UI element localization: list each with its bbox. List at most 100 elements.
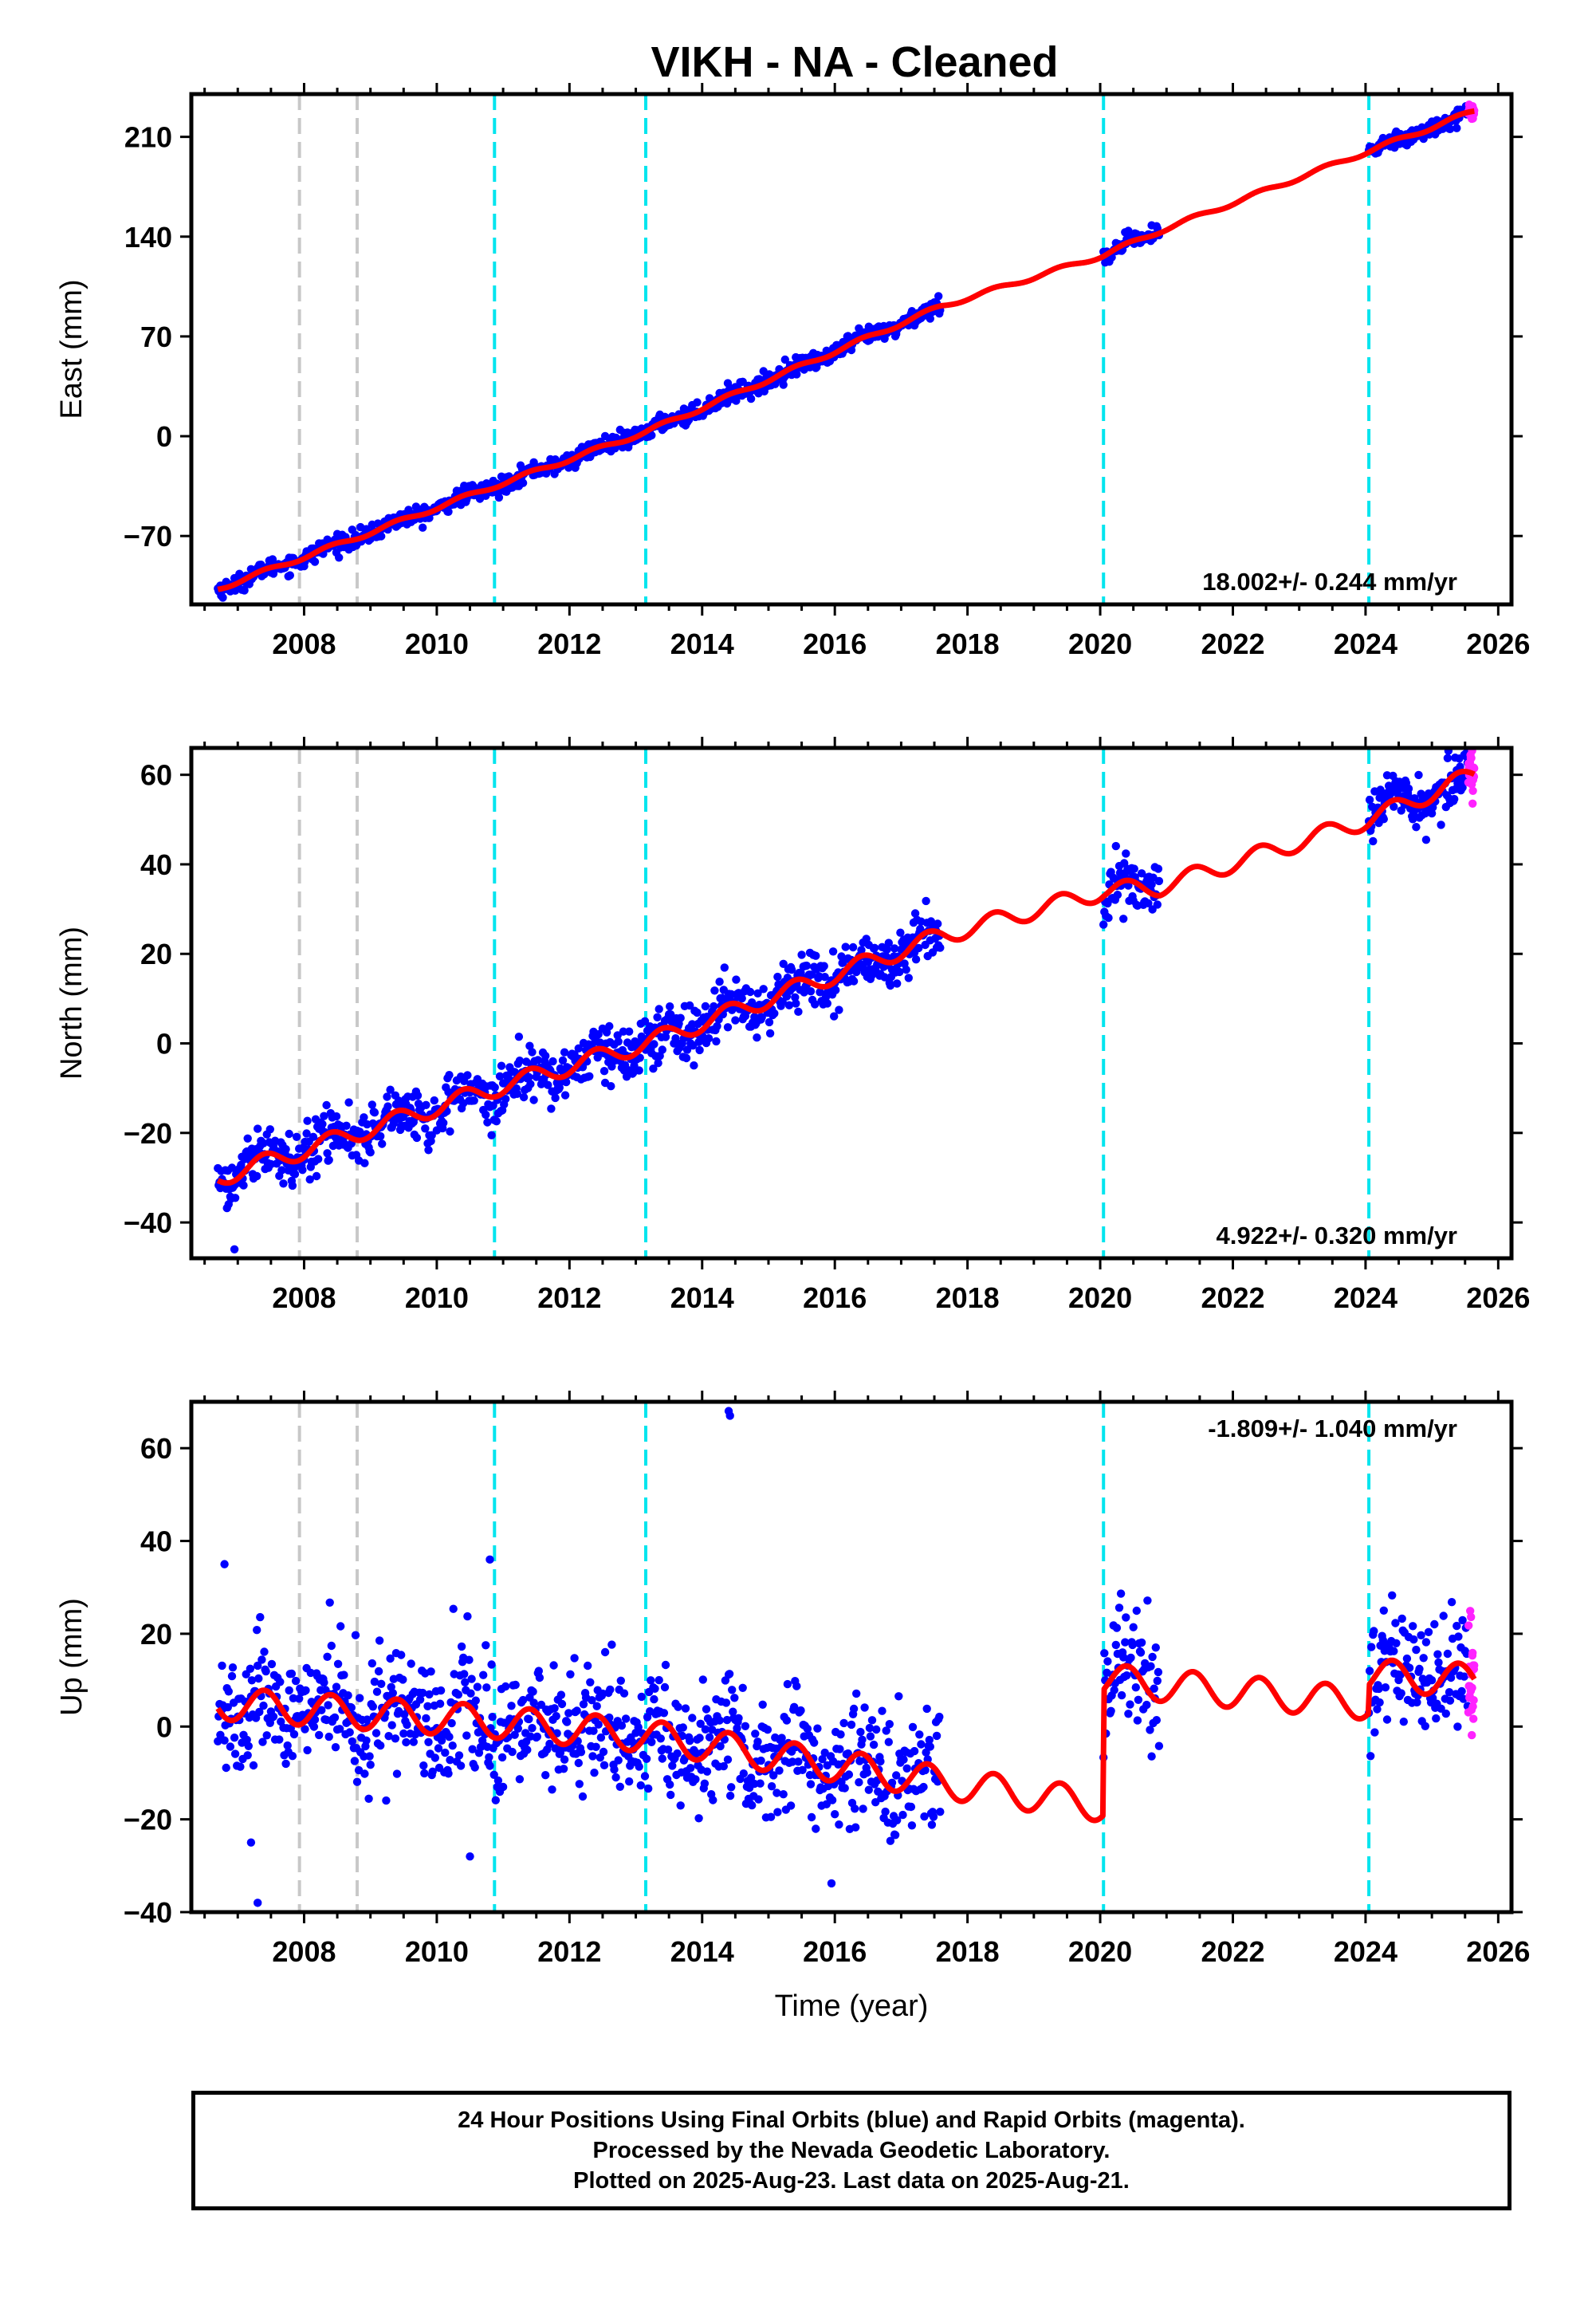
data-point-final bbox=[479, 1671, 488, 1679]
data-point-final bbox=[717, 994, 726, 1002]
data-point-final bbox=[782, 1716, 792, 1725]
data-point-final bbox=[541, 1771, 550, 1780]
data-point-final bbox=[544, 1080, 552, 1089]
data-point-final bbox=[283, 1741, 292, 1750]
x-tick-label: 2016 bbox=[803, 1935, 867, 1968]
data-point-final bbox=[386, 1085, 395, 1094]
data-point-final bbox=[253, 1626, 261, 1635]
data-point-final bbox=[1409, 1622, 1417, 1631]
data-point-final bbox=[1370, 1627, 1378, 1635]
data-point-final bbox=[470, 1096, 478, 1105]
data-point-final bbox=[441, 1748, 450, 1757]
y-tick-label: −40 bbox=[124, 1896, 172, 1929]
data-point-final bbox=[1137, 1638, 1146, 1647]
data-point-final bbox=[518, 478, 528, 487]
data-point-final bbox=[292, 1132, 301, 1142]
data-point-final bbox=[882, 1726, 890, 1735]
data-point-final bbox=[650, 1694, 658, 1704]
x-tick-label: 2018 bbox=[936, 1935, 1000, 1968]
data-point-final bbox=[324, 1701, 332, 1710]
data-point-final bbox=[444, 1769, 453, 1778]
data-point-final bbox=[230, 1194, 240, 1202]
data-point-final bbox=[866, 1732, 875, 1741]
x-tick-label: 2022 bbox=[1201, 1281, 1264, 1314]
data-point-final bbox=[1409, 1635, 1418, 1644]
data-point-final bbox=[823, 1761, 832, 1770]
data-point-outlier bbox=[254, 1899, 262, 1907]
data-point-final bbox=[932, 1731, 941, 1741]
data-point-final bbox=[327, 1641, 336, 1651]
plot-frame bbox=[189, 746, 1514, 1261]
data-point-final bbox=[230, 1734, 239, 1742]
data-point-final bbox=[525, 1072, 533, 1082]
data-point-final bbox=[852, 1689, 861, 1698]
data-point-final bbox=[655, 1005, 663, 1013]
data-point-final bbox=[1144, 899, 1153, 908]
data-point-final bbox=[847, 1720, 856, 1730]
data-point-rapid bbox=[1468, 1730, 1476, 1740]
data-point-final bbox=[302, 1129, 311, 1138]
data-point-final bbox=[374, 1667, 383, 1676]
y-tick-label: 0 bbox=[156, 1710, 172, 1743]
data-point-final bbox=[309, 1722, 319, 1731]
data-point-final bbox=[682, 1045, 692, 1054]
data-point-final bbox=[419, 1761, 428, 1770]
data-point-final bbox=[1381, 1683, 1390, 1692]
y-tick-label: −70 bbox=[124, 520, 172, 553]
data-point-final bbox=[715, 1716, 724, 1725]
data-point-final bbox=[487, 1131, 496, 1139]
data-point-final bbox=[716, 1741, 725, 1751]
data-point-final bbox=[671, 1034, 680, 1043]
data-point-final bbox=[249, 1761, 258, 1770]
data-point-final bbox=[773, 1808, 782, 1816]
x-tick-label: 2008 bbox=[272, 628, 336, 660]
data-point-final bbox=[424, 1737, 433, 1746]
data-point-final bbox=[454, 1751, 464, 1760]
data-point-final bbox=[725, 1670, 734, 1678]
data-point-final bbox=[1100, 1649, 1109, 1658]
data-point-final bbox=[1460, 1672, 1468, 1681]
data-point-final bbox=[867, 1716, 877, 1725]
data-point-final bbox=[869, 1740, 879, 1749]
y-tick-label: 0 bbox=[156, 420, 172, 453]
data-point-final bbox=[635, 1762, 643, 1771]
data-point-final bbox=[606, 1685, 615, 1694]
data-point-final bbox=[635, 1053, 644, 1062]
data-point-final bbox=[806, 987, 816, 996]
data-point-final bbox=[710, 1002, 718, 1011]
data-point-final bbox=[881, 1807, 890, 1816]
data-point-final bbox=[559, 1765, 568, 1773]
data-point-final bbox=[310, 557, 320, 566]
x-tick-label: 2010 bbox=[405, 1281, 469, 1314]
data-point-final bbox=[592, 1742, 600, 1751]
data-point-final bbox=[634, 1723, 643, 1732]
data-point-final bbox=[240, 586, 249, 595]
data-point-final bbox=[1128, 1640, 1137, 1650]
data-point-final bbox=[365, 1752, 374, 1761]
data-point-final bbox=[463, 1071, 472, 1080]
data-point-final bbox=[424, 1146, 433, 1155]
x-tick-label: 2026 bbox=[1466, 1281, 1530, 1314]
data-point-final bbox=[333, 1659, 343, 1668]
data-point-final bbox=[386, 1654, 395, 1663]
data-point-final bbox=[256, 1612, 265, 1622]
data-point-final bbox=[347, 1703, 356, 1712]
data-point-final bbox=[851, 1823, 860, 1832]
data-point-final bbox=[331, 1743, 340, 1752]
data-point-final bbox=[1117, 1690, 1126, 1700]
model-curve bbox=[215, 108, 1477, 592]
data-point-final bbox=[910, 909, 920, 918]
model-curve bbox=[215, 1657, 1477, 1824]
data-point-final bbox=[490, 1083, 499, 1092]
data-point-final bbox=[1375, 1698, 1384, 1707]
data-point-rapid bbox=[1469, 1714, 1478, 1723]
data-point-final bbox=[1434, 1658, 1443, 1667]
data-point-final bbox=[377, 1679, 386, 1688]
data-point-final bbox=[1397, 1614, 1406, 1623]
data-point-final bbox=[721, 1698, 731, 1707]
data-point-final bbox=[701, 1002, 710, 1011]
x-tick-label: 2020 bbox=[1068, 1281, 1132, 1314]
data-point-final bbox=[844, 1770, 854, 1779]
data-point-final bbox=[798, 1765, 807, 1774]
